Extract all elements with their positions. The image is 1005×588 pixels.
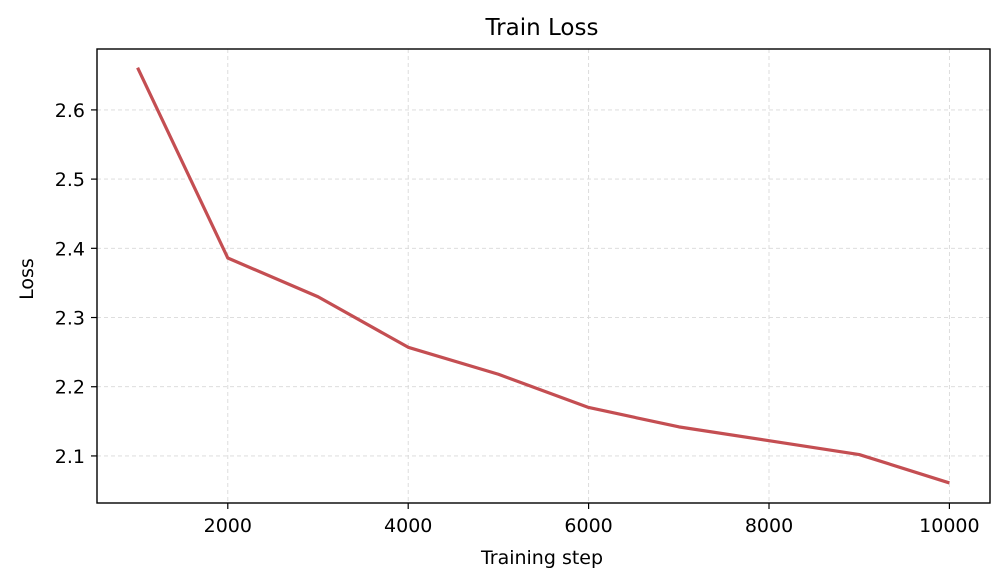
loss-data-point — [316, 295, 319, 298]
plot-frame — [96, 48, 991, 504]
loss-data-point — [407, 346, 410, 349]
grid — [97, 49, 990, 503]
y-tick-label: 2.1 — [55, 446, 85, 468]
x-axis-title: Training step — [480, 547, 603, 569]
y-tick-label: 2.5 — [55, 169, 85, 191]
y-tick-label: 2.4 — [55, 238, 85, 260]
x-tick-label: 2000 — [204, 515, 252, 537]
x-tick-label: 10000 — [919, 515, 979, 537]
loss-data-point — [136, 66, 139, 69]
x-tick-label: 4000 — [384, 515, 432, 537]
y-tick-label: 2.2 — [55, 377, 85, 399]
loss-data-point — [858, 453, 861, 456]
x-tick-label: 8000 — [745, 515, 793, 537]
loss-data-point — [768, 439, 771, 442]
series-layer — [136, 66, 951, 485]
loss-data-point — [497, 373, 500, 376]
x-tick-label: 6000 — [564, 515, 612, 537]
loss-series-line — [136, 67, 950, 485]
loss-data-point — [226, 257, 229, 260]
chart-title: Train Loss — [485, 15, 599, 41]
loss-data-point — [587, 406, 590, 409]
loss-data-point — [677, 425, 680, 428]
loss-data-point — [948, 481, 951, 484]
ticks: 2000 4000 6000 8000 10000 2.1 2.2 2.3 2.4 2.5 2.6 — [55, 100, 980, 537]
y-tick-label: 2.3 — [55, 308, 85, 330]
y-axis-title: Loss — [16, 258, 38, 300]
y-tick-label: 2.6 — [55, 100, 85, 122]
